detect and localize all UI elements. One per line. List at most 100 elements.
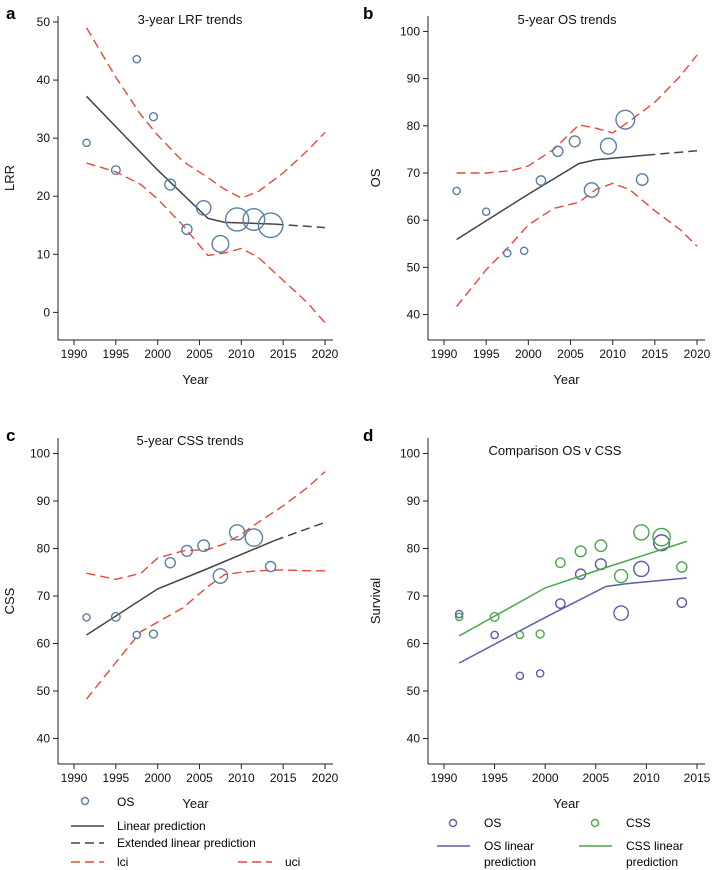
y-tick-label-b-100: 100 [400, 24, 420, 38]
x-tick-label-c-2020: 2020 [312, 771, 339, 785]
point-os-d-9 [652, 534, 671, 552]
point-c-7 [212, 568, 229, 584]
y-tick-label-b-60: 60 [407, 213, 421, 227]
y-tick-label-d-70: 70 [407, 589, 421, 603]
chart-title-b: 5-year OS trends [518, 12, 617, 27]
point-css-d-9 [652, 527, 671, 547]
panel-a-chart: 0 10 20 30 40 50 1990 1995 2000 2005 2010 2015 2020 3… [2, 12, 339, 387]
y-tick-label-d-40: 40 [407, 732, 421, 746]
linear-prediction-b [456, 154, 647, 241]
x-tick-label-c-1995: 1995 [102, 771, 129, 785]
linear-prediction-c [86, 539, 276, 636]
legend-css-linear-label-2: prediction [626, 855, 678, 869]
legend-os-linear-label-2: prediction [484, 855, 536, 869]
legend-left: OS Linear prediction Extended linear pre… [71, 795, 300, 869]
y-tick-label-c-100: 100 [30, 447, 50, 461]
y-axis-label-d: Survival [368, 578, 383, 624]
lci-line-b [456, 182, 698, 307]
x-tick-label-d-2005: 2005 [582, 771, 609, 785]
point-c-3 [148, 629, 159, 639]
point-css-d-0 [454, 612, 464, 622]
y-tick-label-b-80: 80 [407, 119, 421, 133]
point-css-d-2 [515, 630, 525, 640]
x-axis-label-b: Year [553, 372, 580, 387]
legend-os-marker-right [448, 818, 458, 828]
point-b-0 [452, 186, 461, 196]
x-tick-label-b-2010: 2010 [599, 347, 626, 361]
y-tick-label-c-80: 80 [37, 542, 51, 556]
point-b-4 [535, 175, 547, 186]
x-tick-label-d-2010: 2010 [633, 771, 660, 785]
point-c-5 [180, 544, 194, 557]
point-b-7 [583, 182, 600, 198]
legend-css-label: CSS [626, 816, 651, 830]
point-c-0 [82, 613, 91, 622]
legend-os-linear-label: OS linear [484, 839, 534, 853]
lci-line-c [85, 569, 325, 700]
point-a-9 [242, 207, 266, 231]
x-tick-label-a-2015: 2015 [270, 347, 297, 361]
point-a-7 [211, 234, 230, 253]
point-os-d-0 [454, 609, 464, 619]
x-tick-label-b-1995: 1995 [473, 347, 500, 361]
point-c-8 [228, 524, 246, 541]
uci-line-c [86, 471, 326, 581]
x-tick-label-a-2020: 2020 [312, 347, 339, 361]
chart-title-c: 5-year CSS trends [137, 433, 244, 448]
y-tick-label-a-10: 10 [37, 247, 51, 261]
point-a-3 [148, 112, 159, 122]
x-tick-label-b-1990: 1990 [431, 347, 458, 361]
point-b-2 [502, 248, 512, 258]
x-tick-label-a-2010: 2010 [228, 347, 255, 361]
point-a-1 [110, 165, 121, 176]
panel-label-c: c [6, 426, 15, 445]
panel-label-a: a [6, 4, 16, 23]
chart-title-d: Comparison OS v CSS [489, 443, 622, 458]
legend-os-label: OS [117, 795, 134, 809]
point-os-d-7 [613, 605, 629, 621]
uci-line-a [85, 27, 326, 199]
panel-label-b: b [363, 4, 373, 23]
point-a-2 [132, 54, 142, 64]
point-css-d-3 [535, 629, 545, 639]
y-tick-label-d-60: 60 [407, 637, 421, 651]
x-tick-label-c-2015: 2015 [270, 771, 297, 785]
y-axis-label-a: LRR [2, 165, 17, 191]
legend-lci-label: lci [117, 855, 128, 869]
x-tick-label-d-1990: 1990 [431, 771, 458, 785]
point-b-6 [568, 135, 581, 148]
x-axis-label-a: Year [182, 372, 209, 387]
x-tick-label-d-2000: 2000 [532, 771, 559, 785]
y-tick-label-a-20: 20 [37, 189, 51, 203]
point-b-9 [615, 109, 636, 130]
point-css-d-7 [613, 568, 629, 584]
y-tick-label-b-40: 40 [407, 308, 421, 322]
point-b-10 [635, 173, 649, 187]
point-a-6 [195, 199, 212, 216]
extended-prediction-c [274, 521, 326, 542]
point-c-1 [110, 611, 121, 622]
point-os-d-4 [555, 598, 566, 609]
point-c-4 [164, 557, 176, 569]
point-os-d-10 [676, 597, 688, 609]
legend-os-marker [80, 796, 90, 806]
point-b-5 [552, 145, 564, 158]
legend-extended-label: Extended linear prediction [117, 836, 256, 850]
x-tick-label-c-2010: 2010 [228, 771, 255, 785]
panel-c-chart: 40 50 60 70 80 90 100 1990 1995 2000 2005 2010 2015 2… [2, 433, 339, 811]
y-tick-label-c-90: 90 [37, 494, 51, 508]
point-c-9 [244, 528, 264, 547]
y-tick-label-b-70: 70 [407, 166, 421, 180]
y-tick-label-c-50: 50 [37, 684, 51, 698]
point-css-d-1 [489, 611, 500, 622]
legend-css-linear-label: CSS linear [626, 839, 683, 853]
y-tick-label-b-90: 90 [407, 72, 421, 86]
point-css-d-5 [574, 545, 587, 558]
x-tick-label-d-1995: 1995 [481, 771, 508, 785]
point-css-d-6 [594, 539, 608, 553]
x-tick-label-a-2005: 2005 [186, 347, 213, 361]
y-tick-label-d-80: 80 [407, 542, 421, 556]
x-tick-label-a-1995: 1995 [102, 347, 129, 361]
y-tick-label-d-50: 50 [407, 684, 421, 698]
